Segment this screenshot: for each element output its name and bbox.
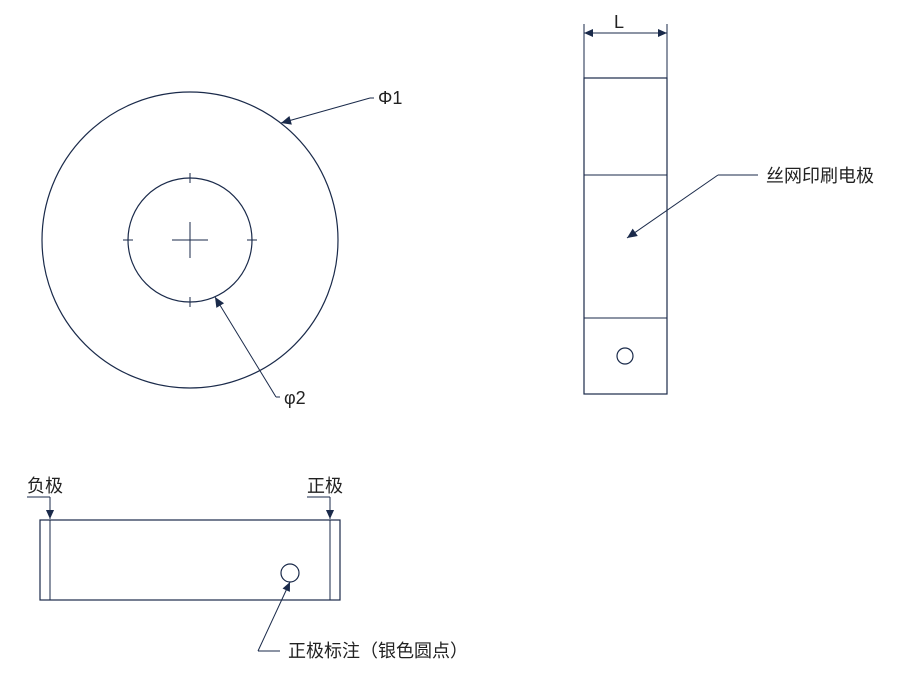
- top-outline: [40, 520, 340, 600]
- side-view: [584, 24, 758, 394]
- label-neg: 负极: [27, 476, 63, 496]
- top-view: [27, 497, 340, 651]
- side-outline: [584, 78, 667, 394]
- label-phi1: Φ1: [378, 88, 402, 108]
- front-view: [42, 92, 338, 388]
- polarity-dot-side: [617, 348, 633, 364]
- label-electrode: 丝网印刷电极: [766, 166, 874, 186]
- label-pos: 正极: [307, 476, 343, 496]
- label-phi2: φ2: [284, 388, 306, 408]
- label-posmark: 正极标注（银色圆点）: [288, 641, 468, 661]
- polarity-dot-top: [281, 564, 299, 582]
- label-L: L: [614, 12, 624, 32]
